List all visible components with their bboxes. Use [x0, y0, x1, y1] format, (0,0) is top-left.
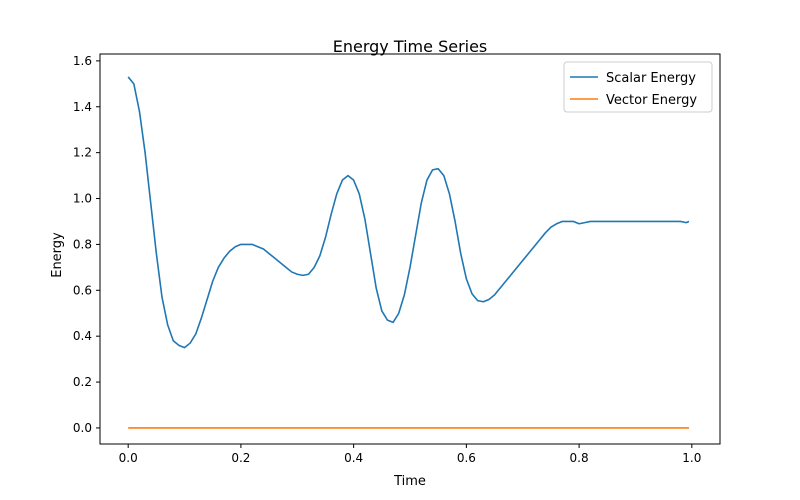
y-tick-label: 1.2: [73, 146, 92, 160]
y-tick-label: 1.0: [73, 192, 92, 206]
chart-title: Energy Time Series: [333, 37, 488, 56]
y-tick-label: 1.4: [73, 100, 92, 114]
axes-frame: [99, 53, 721, 445]
x-tick-label: 0.4: [344, 451, 363, 465]
y-tick-label: 0.6: [73, 283, 92, 297]
legend-label-vector-energy: Vector Energy: [606, 93, 697, 108]
legend-box: [563, 61, 713, 113]
y-tick-label: 1.6: [73, 54, 92, 68]
legend: Scalar Energy Vector Energy: [563, 61, 713, 113]
legend-label-scalar-energy: Scalar Energy: [606, 71, 696, 86]
x-tick-label: 0.2: [231, 451, 250, 465]
plot-area: 0.0 0.2 0.4 0.6 0.8 1.0 0.0 0.2 0.4 0.6 0.8 1.0 1.2 1…: [73, 53, 721, 465]
y-tick-label: 0.2: [73, 375, 92, 389]
y-tick-label: 0.8: [73, 237, 92, 251]
x-tick-label: 1.0: [682, 451, 701, 465]
y-tick-label: 0.0: [73, 421, 92, 435]
x-tick-label: 0.8: [570, 451, 589, 465]
x-axis-label: Time: [393, 474, 426, 489]
x-tick-label: 0.6: [457, 451, 476, 465]
y-tick-label: 0.4: [73, 329, 92, 343]
series-line-scalar-energy: [127, 76, 690, 349]
x-tick-label: 0.0: [119, 451, 138, 465]
y-axis-label: Energy: [50, 232, 65, 278]
